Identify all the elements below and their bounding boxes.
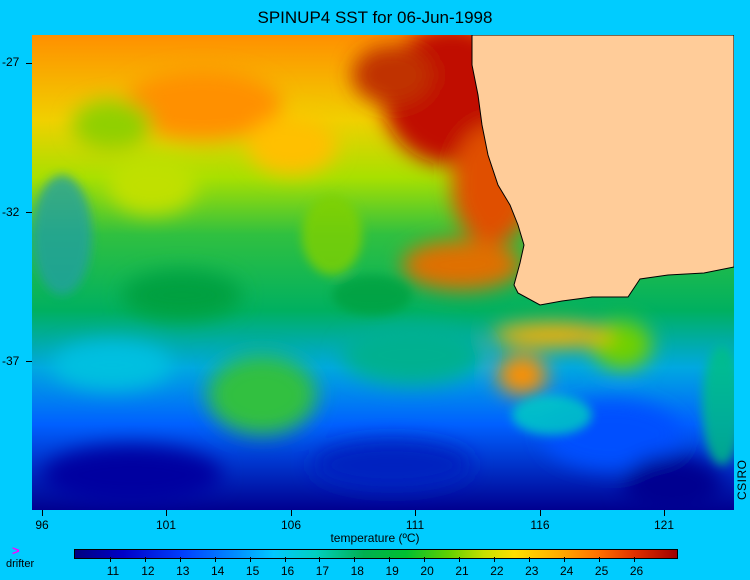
colorbar-tick: [528, 557, 530, 562]
colorbar-tick: [214, 557, 216, 562]
australia-landmass: [471, 35, 734, 306]
colorbar-tick-label: 16: [280, 564, 295, 578]
x-axis-label: 106: [280, 518, 302, 532]
colorbar-tick-label: 20: [420, 564, 434, 578]
colorbar-tick-label: 18: [350, 564, 364, 578]
colorbar-tick: [598, 557, 600, 562]
colorbar-tick-label: 14: [211, 564, 225, 578]
colorbar-tick: [144, 557, 146, 562]
colorbar-tick: [633, 557, 635, 562]
page-title: SPINUP4 SST for 06-Jun-1998: [257, 8, 493, 27]
colorbar-tick: [110, 557, 111, 562]
y-axis-label: -32: [2, 205, 20, 219]
colorbar-tick-label: 21: [455, 564, 469, 578]
x-axis-label: 116: [530, 518, 550, 532]
x-axis-label: 101: [155, 518, 177, 532]
colorbar-tick: [563, 557, 565, 562]
y-tick: [26, 63, 32, 64]
colorbar-tick-label: 24: [560, 564, 574, 578]
colorbar-tick: [249, 557, 251, 562]
colorbar-tick-label: 19: [385, 564, 399, 578]
colorbar-tick-label: 25: [594, 564, 609, 578]
colorbar-tick-label: 11: [106, 564, 120, 578]
sst-map: [32, 35, 734, 510]
x-axis-label: 96: [35, 518, 49, 532]
y-axis-label: -37: [2, 354, 20, 368]
x-tick: [291, 510, 292, 516]
colorbar-tick-label: 12: [141, 564, 155, 578]
drifter-label: drifter: [6, 558, 35, 570]
colorbar-tick: [319, 557, 321, 562]
y-axis-label: -27: [2, 55, 20, 69]
colorbar-tick-label: 23: [525, 564, 539, 578]
colorbar: [74, 549, 678, 559]
colorbar-tick: [459, 557, 460, 562]
colorbar-tick-label: 17: [315, 564, 330, 578]
colorbar-tick-label: 13: [176, 564, 190, 578]
colorbar-tick: [424, 557, 426, 562]
x-tick: [415, 510, 416, 516]
colorbar-tick-label: 15: [245, 564, 260, 578]
colorbar-tick: [284, 557, 286, 562]
x-axis-label: 121: [653, 518, 675, 532]
x-tick: [166, 510, 167, 516]
credit-label: CSIRO: [735, 459, 749, 500]
x-tick: [664, 510, 665, 516]
colorbar-tick-label: 26: [629, 564, 644, 578]
drifter-marker-icon: >: [12, 543, 20, 558]
colorbar-tick: [493, 557, 495, 562]
x-tick: [540, 510, 541, 516]
y-tick: [26, 361, 32, 362]
colorbar-tick: [389, 557, 391, 562]
sst-field: [32, 35, 734, 510]
colorbar-tick-label: 22: [490, 564, 504, 578]
colorbar-tick: [179, 557, 181, 562]
y-tick: [26, 212, 32, 213]
colorbar-tick: [354, 557, 356, 562]
x-axis-label: 111: [405, 518, 425, 532]
x-tick: [42, 510, 43, 516]
colorbar-title: temperature (ºC): [330, 531, 420, 545]
